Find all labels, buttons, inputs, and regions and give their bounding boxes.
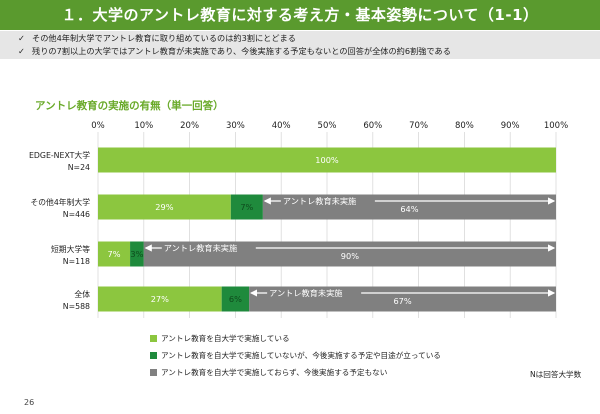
data-label: 3% (130, 249, 143, 259)
category-label: EDGE-NEXT大学 (29, 150, 90, 160)
x-tick-label: 60% (363, 121, 382, 131)
bar-segment (130, 241, 144, 267)
chart-title: アントレ教育の実施の有無（単一回答） (35, 100, 224, 112)
bar-segment (98, 194, 231, 220)
check-icon: ✓ (18, 46, 25, 56)
category-label: 短期大学等 (51, 244, 90, 254)
sample-note: Nは回答大学数 (530, 370, 582, 379)
data-label: 90% (341, 251, 359, 261)
x-tick-label: 0% (91, 121, 105, 131)
annotation-label: アントレ教育未実施 (283, 196, 356, 206)
category-label: 全体 (74, 289, 90, 299)
legend-item: アントレ教育を自大学で実施していないが、今後実施する予定や目途が立っている (150, 350, 441, 361)
data-label: 100% (315, 155, 339, 165)
data-label: 6% (229, 294, 242, 304)
legend-label: アントレ教育を自大学で実施しておらず、今後実施する予定もない (161, 368, 388, 377)
data-label: 27% (151, 294, 169, 304)
legend-label: アントレ教育を自大学で実施していないが、今後実施する予定や目途が立っている (161, 351, 441, 360)
check-icon: ✓ (18, 33, 25, 43)
bar-segment (230, 194, 263, 220)
bullet-text: その他4年制大学でアントレ教育に取り組めているのは約3割にとどまる (32, 33, 296, 43)
legend-item: アントレ教育を自大学で実施しておらず、今後実施する予定もない (150, 367, 387, 378)
category-count: N=118 (63, 257, 90, 266)
page-title: １．大学のアントレ教育に対する考え方・基本姿勢について（1-1） (0, 0, 600, 30)
legend-label: アントレ教育を自大学で実施している (161, 334, 290, 343)
bar-segment (98, 147, 556, 173)
bullet-item: ✓ その他4年制大学でアントレ教育に取り組めているのは約3割にとどまる (18, 32, 296, 45)
x-tick-label: 70% (409, 121, 428, 131)
data-label: 7% (108, 249, 121, 259)
x-tick-label: 10% (134, 121, 153, 131)
data-label: 7% (240, 202, 253, 212)
bar-segment (98, 286, 222, 312)
category-count: N=446 (63, 210, 90, 219)
x-tick-label: 80% (455, 121, 474, 131)
legend-swatch (150, 335, 157, 342)
category-count: N=24 (68, 163, 90, 172)
category-label: その他4年制大学 (30, 197, 90, 207)
bar-segment (221, 286, 250, 312)
page-number: 26 (24, 398, 35, 407)
bar-segment (98, 241, 131, 267)
data-label: 64% (400, 204, 418, 214)
legend-swatch (150, 352, 157, 359)
annotation-bg (267, 287, 362, 298)
x-tick-label: 50% (318, 121, 337, 131)
x-tick-label: 90% (501, 121, 520, 131)
category-count: N=588 (63, 302, 90, 311)
annotation-bg (161, 242, 256, 253)
legend-swatch (150, 369, 157, 376)
bullet-text: 残りの7割以上の大学ではアントレ教育が未実施であり、今後実施する予定もないとの回… (32, 46, 451, 56)
x-tick-label: 100% (544, 121, 568, 131)
legend-item: アントレ教育を自大学で実施している (150, 333, 290, 344)
annotation-label: アントレ教育未実施 (269, 288, 342, 298)
data-label: 67% (393, 296, 411, 306)
x-tick-label: 40% (272, 121, 291, 131)
annotation-bg (280, 195, 375, 206)
summary-bullets: ✓ その他4年制大学でアントレ教育に取り組めているのは約3割にとどまる ✓ 残りの7… (0, 31, 600, 59)
data-label: 29% (155, 202, 173, 212)
annotation-label: アントレ教育未実施 (164, 243, 237, 253)
bullet-item: ✓ 残りの7割以上の大学ではアントレ教育が未実施であり、今後実施する予定もないとの… (18, 45, 451, 58)
x-tick-label: 30% (226, 121, 245, 131)
x-tick-label: 20% (180, 121, 199, 131)
